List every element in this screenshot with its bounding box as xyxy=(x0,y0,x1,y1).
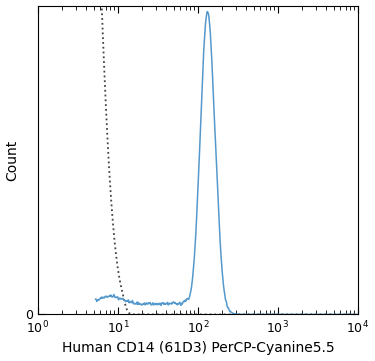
Y-axis label: Count: Count xyxy=(6,139,20,180)
X-axis label: Human CD14 (61D3) PerCP-Cyanine5.5: Human CD14 (61D3) PerCP-Cyanine5.5 xyxy=(62,342,334,356)
